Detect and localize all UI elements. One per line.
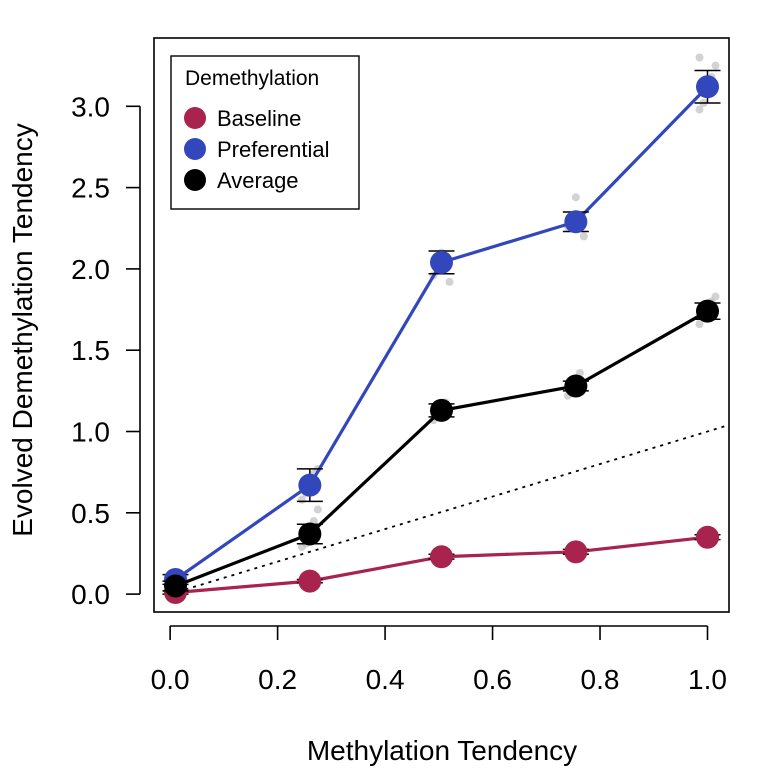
replicate-point	[445, 277, 454, 286]
legend-marker	[184, 169, 206, 191]
data-point	[564, 540, 588, 564]
x-tick-label: 0.4	[366, 664, 405, 695]
legend-entries: Baseline Preferential Average	[184, 106, 330, 193]
data-point	[430, 398, 453, 422]
legend-marker	[184, 107, 206, 129]
data-point	[430, 545, 453, 569]
x-tick-label: 0.8	[581, 664, 620, 695]
x-tick-label: 0.2	[258, 664, 297, 695]
y-tick-label: 0.5	[71, 498, 110, 529]
data-point	[430, 250, 453, 274]
y-tick-label: 0.0	[71, 579, 110, 610]
legend-title: Demethylation	[185, 67, 319, 90]
data-point	[696, 299, 720, 323]
replicate-point	[711, 61, 720, 70]
data-point	[298, 473, 322, 497]
replicate-point	[695, 320, 704, 329]
data-point	[564, 374, 588, 398]
data-point	[298, 522, 322, 546]
replicate-point	[579, 232, 588, 241]
y-axis: 0.0 0.5 1.0 1.5 2.0 2.5 3.0	[71, 91, 141, 610]
plot-area-frame	[153, 37, 730, 613]
legend: Demethylation Baseline Preferential Averag…	[170, 55, 360, 210]
series-group	[162, 69, 721, 604]
x-axis-label: Methylation Tendency	[307, 735, 577, 766]
data-point	[564, 210, 588, 234]
replicate-point	[313, 505, 322, 514]
data-point	[163, 574, 187, 598]
legend-marker	[184, 138, 206, 160]
x-axis: 0.0 0.2 0.4 0.6 0.8 1.0	[151, 625, 727, 695]
data-point	[696, 525, 720, 549]
replicate-point	[571, 193, 580, 202]
replicate-point	[711, 292, 720, 301]
y-axis-label: Evolved Demethylation Tendency	[7, 123, 38, 537]
legend-label: Preferential	[217, 137, 330, 162]
reference-line	[169, 424, 730, 595]
y-tick-label: 2.5	[71, 173, 110, 204]
y-tick-label: 3.0	[71, 91, 110, 122]
x-tick-label: 1.0	[688, 664, 727, 695]
x-tick-label: 0.0	[151, 664, 190, 695]
y-tick-label: 1.5	[71, 335, 110, 366]
legend-label: Average	[217, 168, 299, 193]
replicate-point	[695, 53, 704, 62]
replicate-point	[695, 105, 704, 114]
data-point	[696, 75, 720, 99]
data-point	[298, 569, 322, 593]
y-tick-label: 2.0	[71, 254, 110, 285]
y-tick-label: 1.0	[71, 417, 110, 448]
x-tick-label: 0.6	[473, 664, 512, 695]
legend-label: Baseline	[217, 106, 301, 131]
